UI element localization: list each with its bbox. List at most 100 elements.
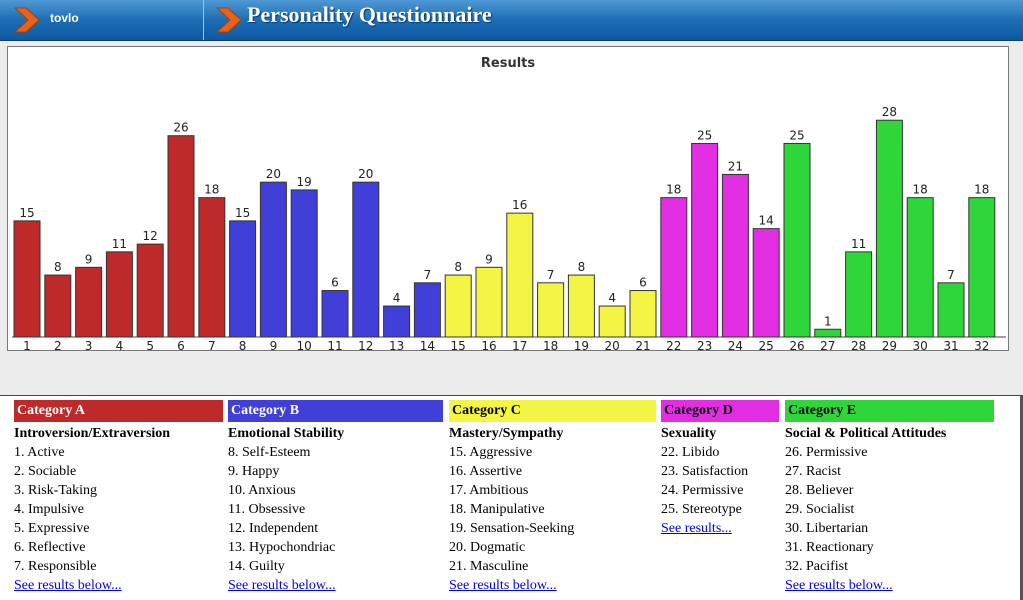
- tick-label-7: 7: [208, 339, 216, 350]
- category-item: 15. Aggressive: [449, 445, 533, 460]
- bar-22: [660, 197, 688, 338]
- value-label-28: 11: [851, 237, 866, 251]
- bar-2: [44, 274, 72, 338]
- category-subtitle: Social & Political Attitudes: [785, 426, 947, 441]
- bar-12: [352, 181, 380, 338]
- category-subtitle: Mastery/Sympathy: [449, 426, 564, 441]
- category-item: 25. Stereotype: [661, 502, 742, 517]
- value-label-26: 25: [789, 128, 804, 142]
- see-results-link[interactable]: See results below...: [228, 578, 336, 593]
- category-item: 9. Happy: [228, 464, 280, 479]
- bar-13: [383, 305, 411, 338]
- category-item: 23. Satisfaction: [661, 464, 749, 479]
- category-item: 11. Obsessive: [228, 502, 306, 517]
- bar-24: [721, 173, 749, 338]
- value-label-13: 4: [393, 291, 401, 305]
- tick-label-25: 25: [759, 339, 774, 350]
- category-items: 15. Aggressive 16. Assertive 17. Ambitious…: [449, 443, 656, 576]
- category-item: 21. Masculine: [449, 559, 529, 574]
- category-item: 6. Reflective: [14, 540, 86, 555]
- tick-label-21: 21: [635, 339, 650, 350]
- tick-label-8: 8: [239, 339, 247, 350]
- category-item: 20. Dogmatic: [449, 540, 526, 555]
- chevron-right-icon: [13, 7, 40, 33]
- value-label-12: 20: [358, 167, 373, 181]
- chevron-right-icon: [215, 7, 242, 33]
- bar-14: [413, 282, 441, 338]
- category-item: 27. Racist: [785, 464, 841, 479]
- app-name[interactable]: tovlo: [50, 11, 79, 25]
- tick-label-3: 3: [85, 339, 93, 350]
- tick-label-6: 6: [177, 339, 185, 350]
- category-a: Category A Introversion/Extraversion 1. …: [14, 400, 223, 595]
- value-label-30: 18: [913, 183, 928, 197]
- value-label-23: 25: [697, 128, 712, 142]
- bar-23: [691, 142, 719, 338]
- category-items: 22. Libido 23. Satisfaction 24. Permissive…: [661, 443, 779, 519]
- value-label-9: 20: [266, 167, 281, 181]
- value-label-4: 11: [112, 237, 127, 251]
- category-item: 16. Assertive: [449, 464, 523, 479]
- bar-29: [875, 119, 903, 338]
- bar-21: [629, 290, 657, 338]
- category-item: 29. Socialist: [785, 502, 855, 517]
- tick-label-10: 10: [297, 339, 312, 350]
- category-item: 32. Pacifist: [785, 559, 848, 574]
- category-e: Category E Social & Political Attitudes …: [785, 400, 994, 595]
- tick-label-4: 4: [116, 339, 124, 350]
- tick-label-31: 31: [943, 339, 958, 350]
- tick-label-9: 9: [270, 339, 278, 350]
- category-subtitle: Introversion/Extraversion: [14, 426, 171, 441]
- value-label-18: 7: [547, 268, 555, 282]
- category-item: 28. Believer: [785, 483, 854, 498]
- see-results-link[interactable]: See results below...: [785, 578, 893, 593]
- category-items: 1. Active 2. Sociable 3. Risk-Taking 4. Imp…: [14, 443, 223, 576]
- value-label-14: 7: [424, 268, 432, 282]
- tick-label-22: 22: [666, 339, 681, 350]
- bar-19: [567, 274, 595, 338]
- tick-label-29: 29: [882, 339, 897, 350]
- value-label-32: 18: [974, 183, 989, 197]
- tick-label-14: 14: [420, 339, 435, 350]
- bar-25: [752, 228, 780, 338]
- bar-7: [198, 197, 226, 338]
- chart-title: Results: [481, 56, 535, 71]
- category-d: Category D Sexuality 22. Libido 23. Satis…: [661, 400, 779, 538]
- value-label-19: 8: [578, 260, 586, 274]
- see-results-link[interactable]: See results below...: [14, 578, 122, 593]
- tick-label-5: 5: [146, 339, 154, 350]
- category-item: 14. Guilty: [228, 559, 285, 574]
- see-results-link[interactable]: See results below...: [449, 578, 557, 593]
- category-items: 26. Permissive 27. Racist 28. Believer 29. …: [785, 443, 994, 576]
- tick-label-17: 17: [512, 339, 527, 350]
- value-label-15: 8: [454, 260, 462, 274]
- category-header: Category C: [449, 400, 656, 422]
- value-label-21: 6: [639, 276, 647, 290]
- category-item: 30. Libertarian: [785, 521, 869, 536]
- see-results-link[interactable]: See results...: [661, 521, 732, 536]
- section-divider: [0, 395, 1023, 396]
- category-subtitle: Emotional Stability: [228, 426, 345, 441]
- top-bar: tovlo Personality Questionnaire: [0, 0, 1023, 41]
- tick-label-32: 32: [974, 339, 989, 350]
- value-label-1: 15: [19, 206, 34, 220]
- right-border: [1020, 396, 1023, 600]
- bar-32: [968, 197, 996, 338]
- bar-10: [290, 189, 318, 338]
- tick-label-12: 12: [358, 339, 373, 350]
- tick-label-23: 23: [697, 339, 712, 350]
- bar-30: [906, 197, 934, 338]
- category-item: 17. Ambitious: [449, 483, 529, 498]
- tick-label-1: 1: [23, 339, 31, 350]
- category-item: 24. Permissive: [661, 483, 744, 498]
- bar-27: [814, 328, 842, 338]
- category-item: 18. Manipulative: [449, 502, 545, 517]
- tick-label-13: 13: [389, 339, 404, 350]
- category-item: 13. Hypochondriac: [228, 540, 336, 555]
- category-item: 22. Libido: [661, 445, 720, 460]
- bar-16: [475, 266, 503, 338]
- category-header: Category E: [785, 400, 994, 422]
- page-title: Personality Questionnaire: [247, 2, 492, 27]
- category-item: 2. Sociable: [14, 464, 77, 479]
- tick-label-30: 30: [913, 339, 928, 350]
